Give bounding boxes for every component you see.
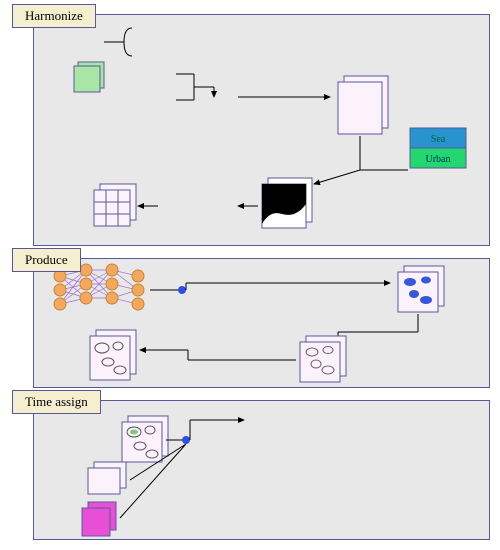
stage-produce: Produce bbox=[12, 248, 81, 272]
stage-harmonize: Harmonize bbox=[12, 4, 96, 28]
stage-time: Time assign bbox=[12, 390, 101, 414]
time-panel bbox=[33, 400, 490, 540]
produce-panel bbox=[33, 258, 490, 388]
harmonize-panel bbox=[33, 14, 490, 246]
